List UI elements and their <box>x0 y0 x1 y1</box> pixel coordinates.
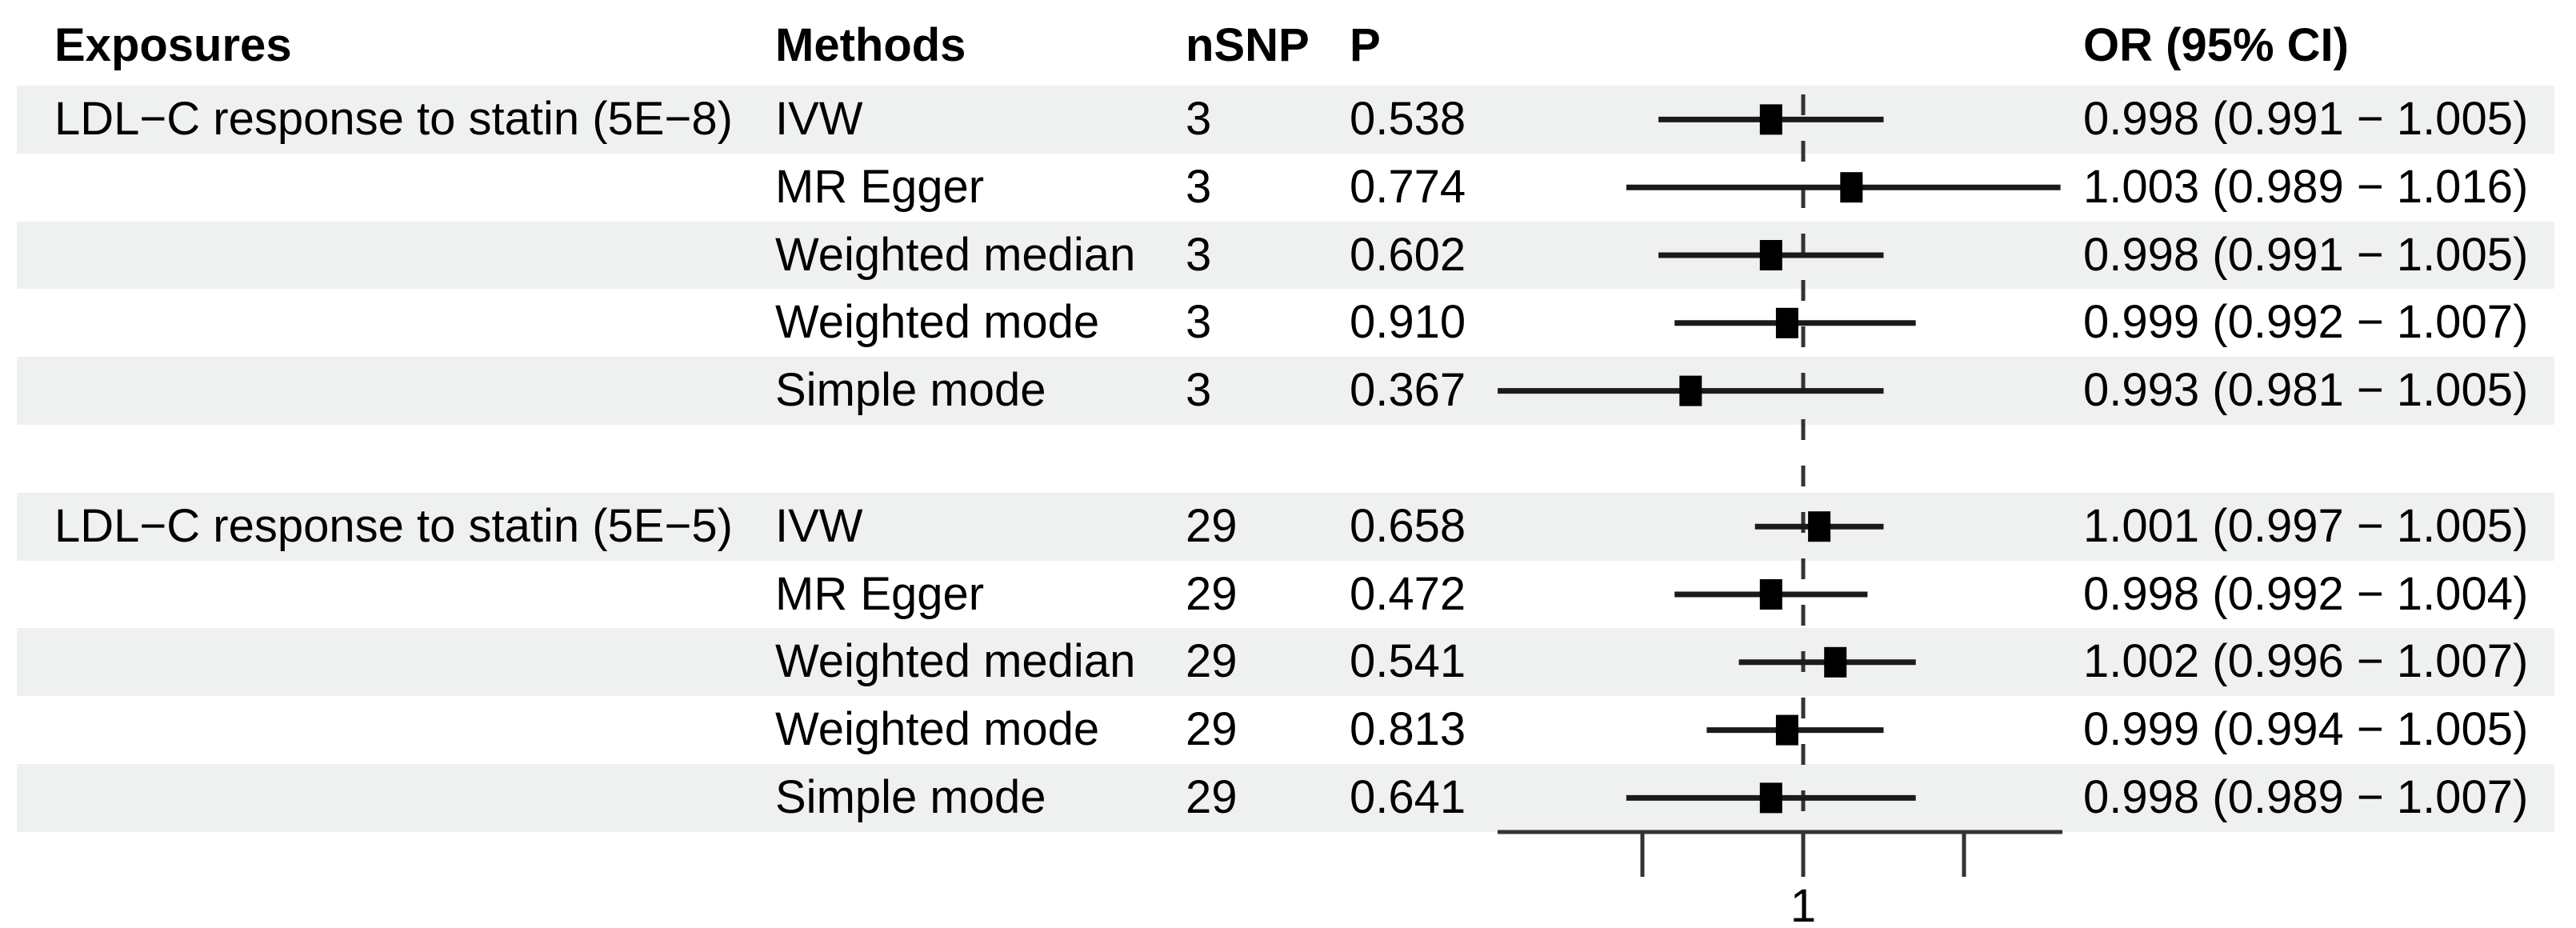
row-stripe <box>17 628 2554 697</box>
cell-p-value: 0.641 <box>1350 771 1466 823</box>
cell-method: IVW <box>775 93 863 145</box>
table-row: Weighted mode 29 0.813 0.999 (0.994 − 1.… <box>0 696 2576 764</box>
table-row: Weighted median 3 0.602 0.998 (0.991 − 1… <box>0 221 2576 290</box>
x-axis-tick-label: 1 <box>1790 880 1816 928</box>
cell-nsnp: 29 <box>1186 635 1238 688</box>
table-row: LDL−C response to statin (5E−8) IVW 3 0.… <box>0 86 2576 154</box>
cell-method: Weighted median <box>775 635 1136 688</box>
col-header-exposures: Exposures <box>54 19 292 71</box>
table-row: LDL−C response to statin (5E−5) IVW 29 0… <box>0 492 2576 561</box>
table-row <box>0 425 2576 493</box>
table-row: Weighted mode 3 0.910 0.999 (0.992 − 1.0… <box>0 289 2576 357</box>
cell-p-value: 0.602 <box>1350 228 1466 281</box>
col-header-methods: Methods <box>775 19 966 71</box>
cell-exposure: LDL−C response to statin (5E−8) <box>54 93 733 145</box>
cell-p-value: 0.774 <box>1350 160 1466 213</box>
table-row: MR Egger 29 0.472 0.998 (0.992 − 1.004) <box>0 561 2576 629</box>
cell-p-value: 0.910 <box>1350 296 1466 349</box>
table-row: Simple mode 29 0.641 0.998 (0.989 − 1.00… <box>0 764 2576 832</box>
col-header-or-ci: OR (95% CI) <box>2083 19 2349 71</box>
cell-p-value: 0.472 <box>1350 567 1466 620</box>
cell-nsnp: 3 <box>1186 228 1212 281</box>
cell-nsnp: 29 <box>1186 771 1238 823</box>
row-stripe <box>17 425 2554 493</box>
cell-or-ci: 0.993 (0.981 − 1.005) <box>2083 364 2529 417</box>
cell-or-ci: 1.002 (0.996 − 1.007) <box>2083 635 2529 688</box>
cell-method: Weighted mode <box>775 703 1100 756</box>
cell-method: Weighted median <box>775 228 1136 281</box>
table-row: Simple mode 3 0.367 0.993 (0.981 − 1.005… <box>0 357 2576 425</box>
col-header-p: P <box>1350 19 1381 71</box>
cell-or-ci: 1.003 (0.989 − 1.016) <box>2083 160 2529 213</box>
cell-or-ci: 0.999 (0.994 − 1.005) <box>2083 703 2529 756</box>
row-stripe <box>17 221 2554 290</box>
cell-p-value: 0.813 <box>1350 703 1466 756</box>
table-header: Exposures Methods nSNP P OR (95% CI) <box>0 13 2576 78</box>
table-row: Weighted median 29 0.541 1.002 (0.996 − … <box>0 628 2576 697</box>
cell-nsnp: 3 <box>1186 93 1212 145</box>
cell-method: IVW <box>775 499 863 552</box>
cell-p-value: 0.541 <box>1350 635 1466 688</box>
cell-or-ci: 0.998 (0.991 − 1.005) <box>2083 93 2529 145</box>
table-row: MR Egger 3 0.774 1.003 (0.989 − 1.016) <box>0 154 2576 222</box>
cell-method: Simple mode <box>775 771 1046 823</box>
cell-or-ci: 0.998 (0.992 − 1.004) <box>2083 567 2529 620</box>
cell-nsnp: 3 <box>1186 160 1212 213</box>
cell-method: MR Egger <box>775 567 985 620</box>
cell-method: MR Egger <box>775 160 985 213</box>
cell-or-ci: 0.998 (0.989 − 1.007) <box>2083 771 2529 823</box>
cell-method: Simple mode <box>775 364 1046 417</box>
cell-or-ci: 1.001 (0.997 − 1.005) <box>2083 499 2529 552</box>
cell-method: Weighted mode <box>775 296 1100 349</box>
cell-or-ci: 0.998 (0.991 − 1.005) <box>2083 228 2529 281</box>
cell-nsnp: 29 <box>1186 567 1238 620</box>
row-stripe <box>17 357 2554 425</box>
row-stripe <box>17 86 2554 154</box>
cell-nsnp: 29 <box>1186 703 1238 756</box>
cell-nsnp: 3 <box>1186 296 1212 349</box>
row-stripe <box>17 492 2554 561</box>
row-stripe <box>17 764 2554 832</box>
col-header-nsnp: nSNP <box>1186 19 1310 71</box>
cell-or-ci: 0.999 (0.992 − 1.007) <box>2083 296 2529 349</box>
cell-exposure: LDL−C response to statin (5E−5) <box>54 499 733 552</box>
cell-p-value: 0.367 <box>1350 364 1466 417</box>
cell-p-value: 0.658 <box>1350 499 1466 552</box>
cell-nsnp: 3 <box>1186 364 1212 417</box>
cell-nsnp: 29 <box>1186 499 1238 552</box>
cell-p-value: 0.538 <box>1350 93 1466 145</box>
